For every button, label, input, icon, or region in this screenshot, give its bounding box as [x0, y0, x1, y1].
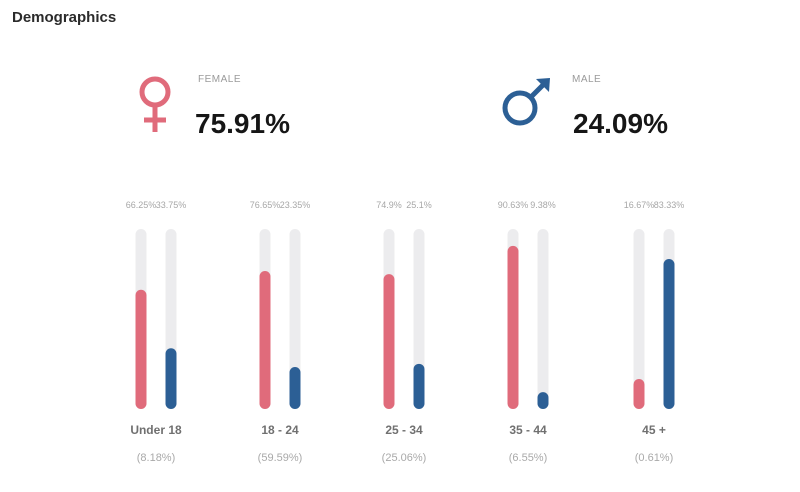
female-bar	[259, 271, 271, 409]
female-label: FEMALE	[198, 74, 242, 85]
male-icon	[502, 78, 550, 126]
male-value-label: 33.75%	[156, 200, 187, 210]
female-value-label: 16.67%	[624, 200, 655, 210]
male-value-label: 23.35%	[280, 200, 311, 210]
male-label: MALE	[572, 74, 602, 85]
category-label: 35 - 44	[509, 423, 547, 437]
category-share-label: (8.18%)	[137, 452, 176, 464]
category-label: 18 - 24	[261, 423, 299, 437]
category-share-label: (6.55%)	[509, 452, 548, 464]
male-bar-track	[289, 229, 301, 409]
category-label: Under 18	[130, 423, 182, 437]
category-share-label: (25.06%)	[382, 452, 427, 464]
category-share-label: (59.59%)	[258, 452, 303, 464]
male-bar	[165, 348, 177, 409]
female-icon	[139, 76, 171, 132]
female-value-label: 74.9%	[376, 200, 402, 210]
female-value-label: 90.63%	[498, 200, 529, 210]
male-percentage: 24.09%	[573, 108, 668, 139]
female-value-label: 76.65%	[250, 200, 281, 210]
female-bar-track	[633, 229, 645, 409]
category-label: 25 - 34	[385, 423, 423, 437]
male-value-label: 25.1%	[406, 200, 432, 210]
male-bar	[289, 366, 301, 409]
female-percentage: 75.91%	[195, 108, 290, 139]
female-bar	[135, 289, 147, 409]
page-title: Demographics	[12, 9, 117, 26]
female-bar	[633, 378, 645, 409]
male-bar	[537, 392, 549, 409]
female-bar	[383, 274, 395, 409]
male-bar-track	[537, 229, 549, 409]
male-bar	[413, 363, 425, 409]
male-bar-track	[413, 229, 425, 409]
male-value-label: 9.38%	[530, 200, 556, 210]
female-value-label: 66.25%	[126, 200, 157, 210]
female-bar	[507, 245, 519, 409]
category-label: 45 +	[642, 423, 666, 437]
male-bar	[663, 259, 675, 409]
male-value-label: 83.33%	[654, 200, 685, 210]
category-share-label: (0.61%)	[635, 452, 674, 464]
